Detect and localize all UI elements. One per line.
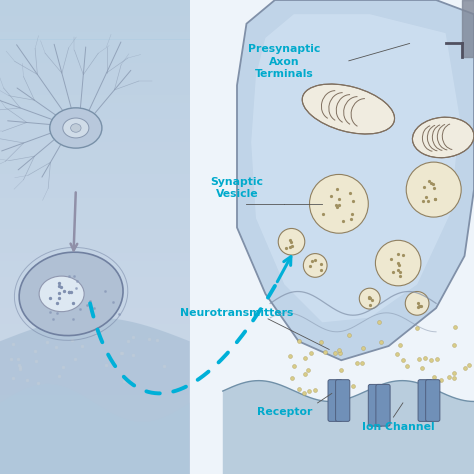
- Bar: [0, 379, 190, 387]
- Circle shape: [359, 288, 380, 309]
- Bar: [0, 221, 190, 229]
- Bar: [0, 316, 190, 324]
- Bar: [0, 229, 190, 237]
- Bar: [0, 158, 190, 166]
- Bar: [0, 71, 190, 79]
- Bar: [0, 8, 190, 16]
- Ellipse shape: [39, 276, 84, 312]
- Polygon shape: [223, 381, 474, 474]
- Polygon shape: [237, 0, 474, 360]
- Ellipse shape: [71, 124, 81, 132]
- Bar: [0, 150, 190, 158]
- Bar: [0, 63, 190, 71]
- Bar: [0, 39, 190, 47]
- Bar: [0, 205, 190, 213]
- Bar: [0, 110, 190, 118]
- Bar: [0, 79, 190, 87]
- Bar: [0, 142, 190, 150]
- Ellipse shape: [302, 84, 394, 134]
- Bar: [0, 198, 190, 205]
- Text: Neurotransmitters: Neurotransmitters: [180, 308, 294, 318]
- Bar: [0, 118, 190, 127]
- Circle shape: [375, 240, 421, 286]
- FancyBboxPatch shape: [418, 380, 432, 421]
- Text: Receptor: Receptor: [257, 407, 312, 418]
- Bar: [0, 213, 190, 221]
- Bar: [0, 269, 190, 276]
- Bar: [0, 332, 190, 340]
- Bar: [0, 395, 190, 403]
- FancyBboxPatch shape: [376, 384, 390, 426]
- Ellipse shape: [63, 118, 89, 138]
- Bar: [0, 411, 190, 419]
- Bar: [0, 340, 190, 347]
- Ellipse shape: [19, 252, 123, 336]
- Text: Synaptic
Vesicle: Synaptic Vesicle: [210, 177, 264, 199]
- Bar: [0, 0, 190, 8]
- Polygon shape: [0, 384, 190, 474]
- Bar: [0, 450, 190, 458]
- Bar: [0, 261, 190, 269]
- Bar: [0, 427, 190, 435]
- Circle shape: [406, 162, 461, 217]
- Bar: [0, 190, 190, 198]
- Bar: [0, 0, 190, 474]
- Bar: [0, 300, 190, 308]
- Bar: [0, 458, 190, 466]
- Text: Ion Channel: Ion Channel: [362, 421, 435, 432]
- Bar: [0, 435, 190, 442]
- Bar: [0, 371, 190, 379]
- Bar: [0, 16, 190, 24]
- Circle shape: [310, 174, 368, 233]
- Bar: [0, 24, 190, 32]
- Bar: [0, 324, 190, 332]
- Bar: [0, 347, 190, 356]
- Bar: [0, 364, 190, 371]
- Bar: [0, 127, 190, 134]
- Bar: [0, 174, 190, 182]
- Bar: [0, 166, 190, 174]
- Bar: [0, 182, 190, 190]
- Text: Presynaptic
Axon
Terminals: Presynaptic Axon Terminals: [248, 44, 320, 79]
- Bar: [0, 237, 190, 245]
- Bar: [0, 55, 190, 63]
- Ellipse shape: [412, 117, 474, 158]
- Bar: [0, 47, 190, 55]
- FancyBboxPatch shape: [368, 384, 383, 426]
- Bar: [0, 419, 190, 427]
- Bar: [0, 387, 190, 395]
- Bar: [0, 134, 190, 142]
- Circle shape: [278, 228, 305, 255]
- Bar: [0, 253, 190, 261]
- Circle shape: [303, 254, 327, 277]
- Bar: [0, 292, 190, 300]
- Bar: [0, 245, 190, 253]
- Ellipse shape: [50, 108, 102, 148]
- FancyBboxPatch shape: [336, 380, 350, 421]
- Polygon shape: [251, 14, 460, 322]
- Bar: [0, 466, 190, 474]
- Bar: [190, 0, 474, 474]
- Bar: [0, 308, 190, 316]
- Polygon shape: [0, 318, 190, 474]
- Bar: [0, 356, 190, 364]
- Bar: [0, 32, 190, 39]
- FancyBboxPatch shape: [426, 380, 440, 421]
- Bar: [0, 403, 190, 411]
- FancyBboxPatch shape: [328, 380, 342, 421]
- Bar: [0, 284, 190, 292]
- Bar: [0, 95, 190, 103]
- Bar: [0, 276, 190, 284]
- Bar: [0, 103, 190, 110]
- Circle shape: [405, 292, 429, 315]
- Bar: [0, 87, 190, 95]
- Bar: [0, 442, 190, 450]
